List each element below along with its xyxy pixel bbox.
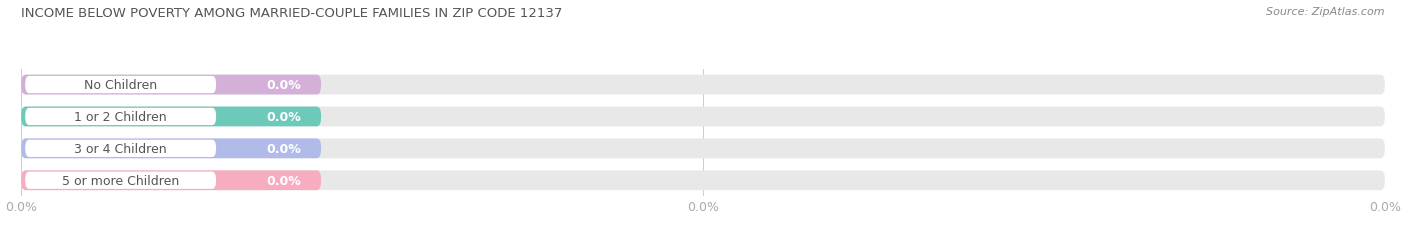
FancyBboxPatch shape (21, 171, 321, 190)
Text: 0.0%: 0.0% (266, 142, 301, 155)
Text: Source: ZipAtlas.com: Source: ZipAtlas.com (1267, 7, 1385, 17)
FancyBboxPatch shape (25, 108, 217, 125)
FancyBboxPatch shape (25, 77, 217, 94)
Text: 1 or 2 Children: 1 or 2 Children (75, 110, 167, 123)
Text: INCOME BELOW POVERTY AMONG MARRIED-COUPLE FAMILIES IN ZIP CODE 12137: INCOME BELOW POVERTY AMONG MARRIED-COUPL… (21, 7, 562, 20)
Text: 0.0%: 0.0% (266, 110, 301, 123)
FancyBboxPatch shape (21, 107, 1385, 127)
Text: 5 or more Children: 5 or more Children (62, 174, 180, 187)
FancyBboxPatch shape (21, 107, 321, 127)
FancyBboxPatch shape (21, 139, 321, 158)
FancyBboxPatch shape (25, 140, 217, 157)
FancyBboxPatch shape (21, 75, 1385, 95)
Text: No Children: No Children (84, 79, 157, 92)
FancyBboxPatch shape (25, 172, 217, 189)
FancyBboxPatch shape (21, 171, 1385, 190)
Text: 3 or 4 Children: 3 or 4 Children (75, 142, 167, 155)
FancyBboxPatch shape (21, 75, 321, 95)
Text: 0.0%: 0.0% (266, 79, 301, 92)
FancyBboxPatch shape (21, 139, 1385, 158)
Text: 0.0%: 0.0% (266, 174, 301, 187)
